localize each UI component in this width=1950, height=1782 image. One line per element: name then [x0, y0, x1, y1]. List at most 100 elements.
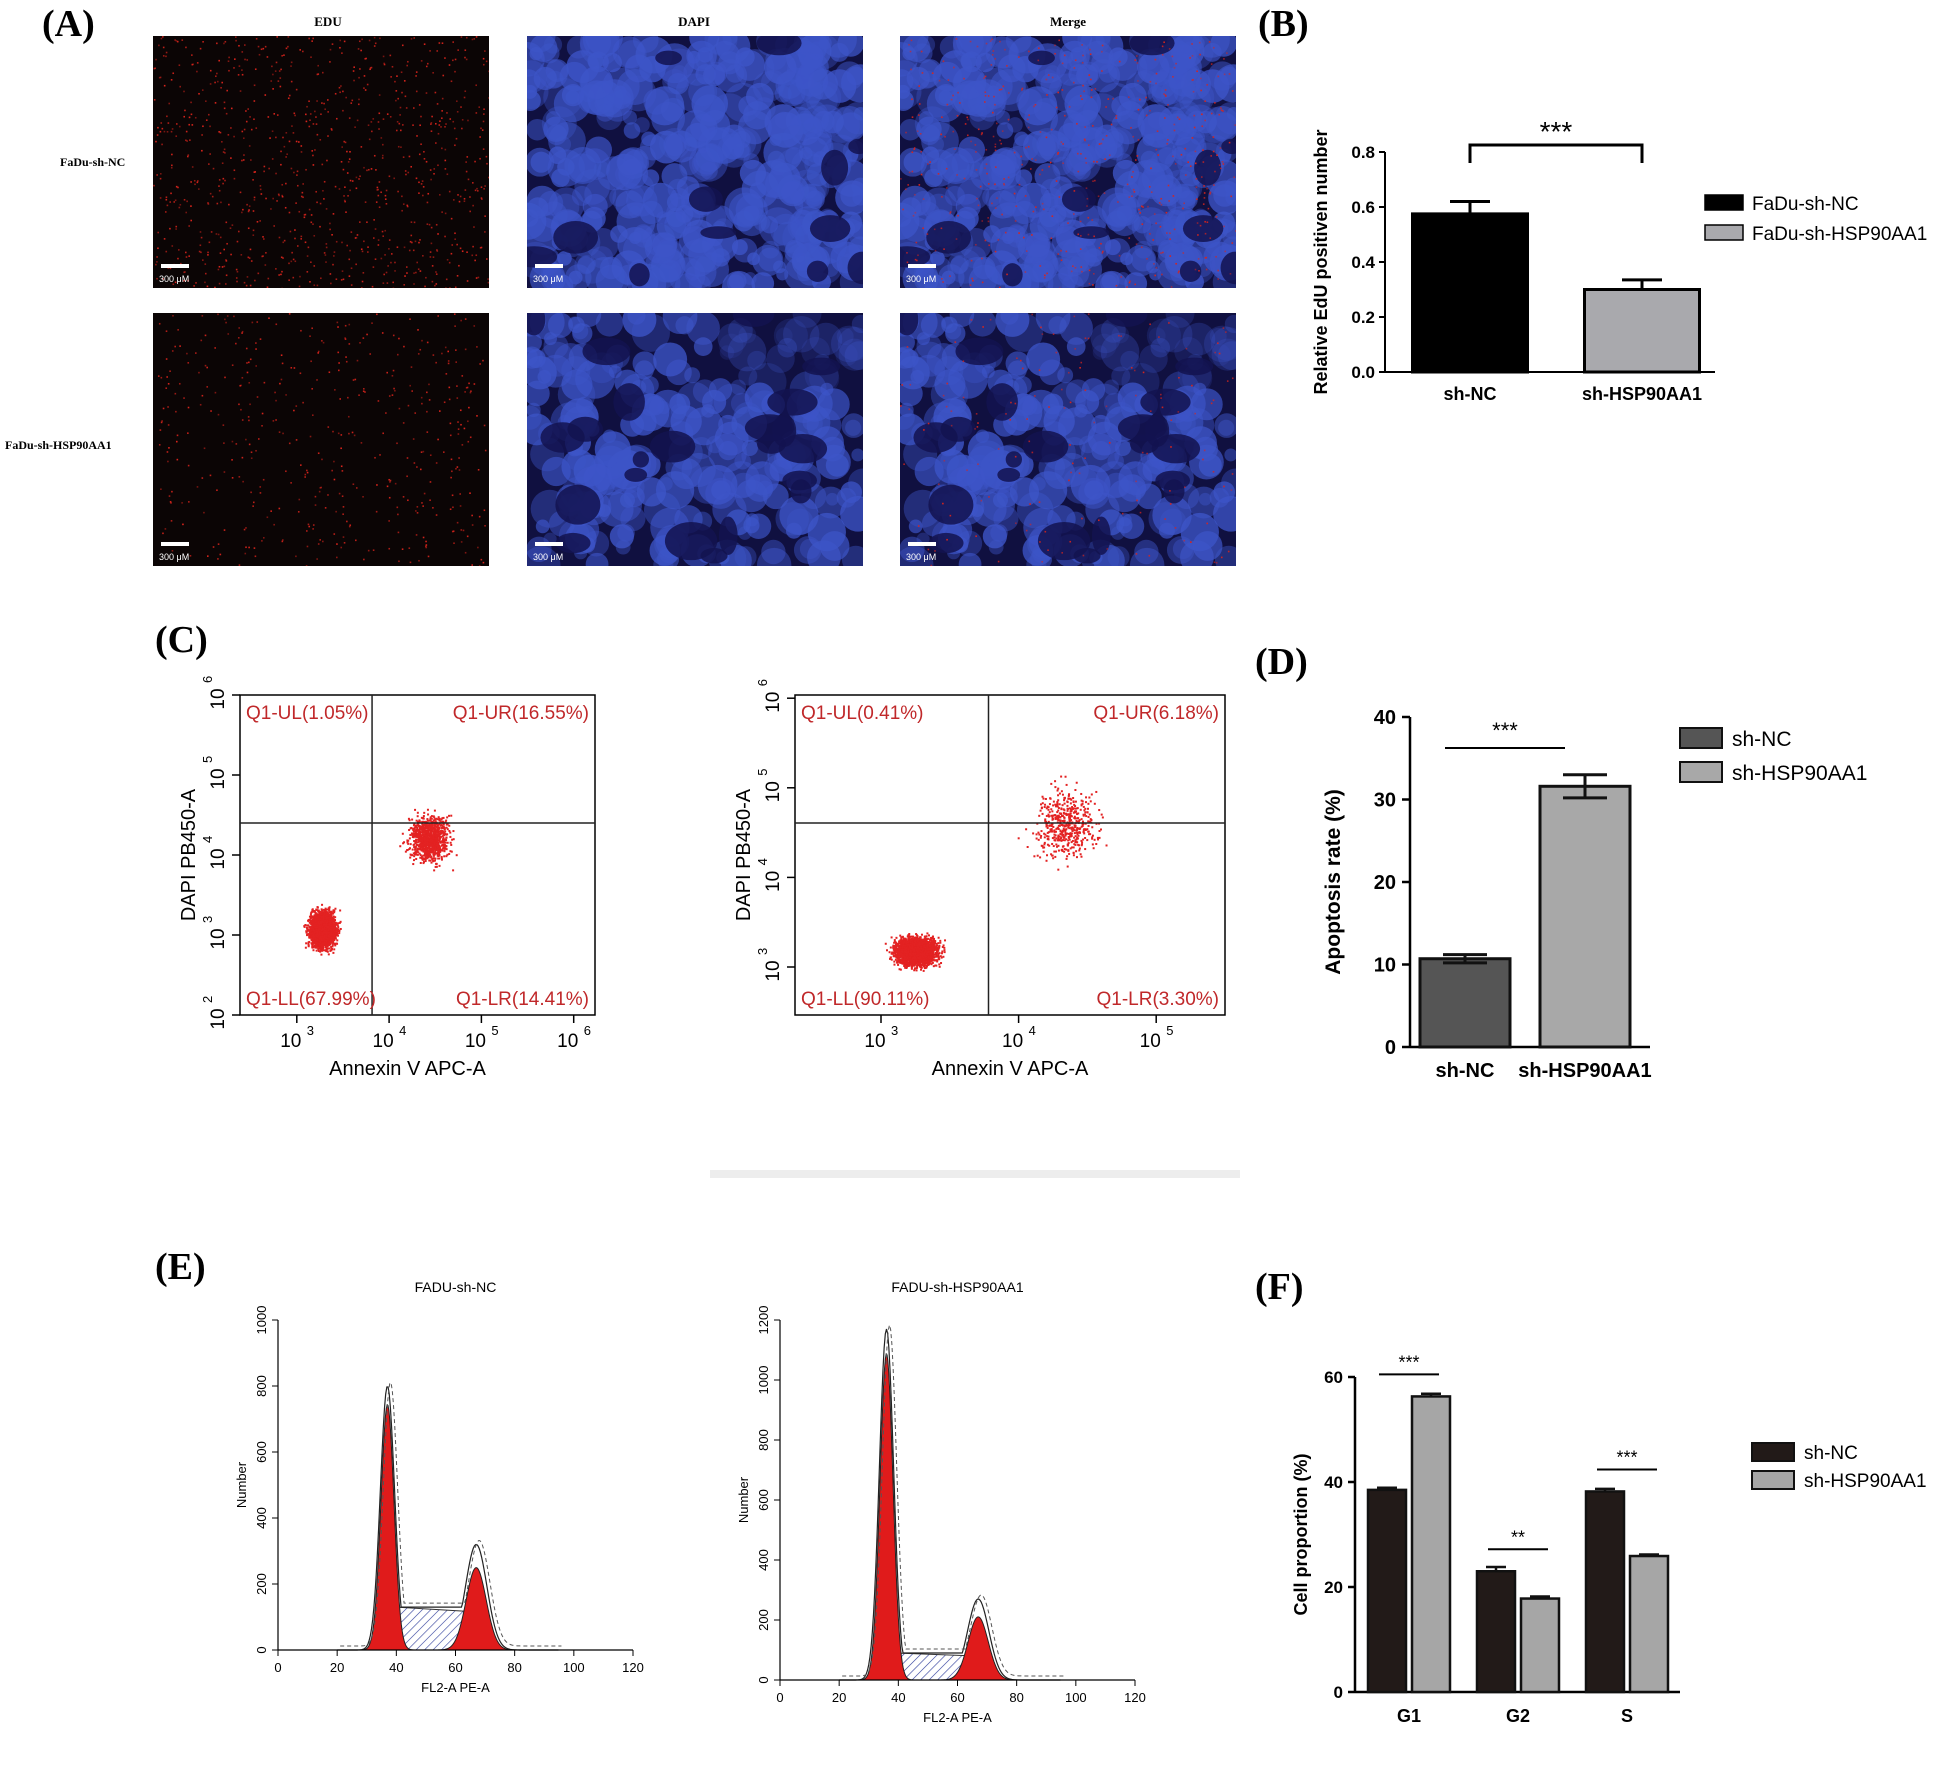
c-event	[305, 942, 308, 945]
nucleus-cluster	[1061, 77, 1091, 107]
edu-dot	[414, 412, 417, 414]
edu-dot	[181, 502, 183, 504]
edu-dot	[1093, 160, 1095, 163]
edu-dot	[389, 54, 392, 57]
nucleus-cluster	[1217, 341, 1236, 371]
edu-dot	[183, 397, 185, 399]
edu-dot	[315, 116, 317, 118]
edu-dot	[200, 236, 203, 239]
edu-dot	[157, 247, 159, 250]
edu-dot	[1225, 331, 1227, 333]
edu-dot	[397, 513, 399, 516]
edu-dot	[1197, 258, 1200, 260]
edu-dot	[268, 317, 270, 319]
edu-dot	[1203, 192, 1206, 194]
edu-dot	[1155, 148, 1158, 151]
edu-dot	[1104, 158, 1106, 160]
edu-dot	[1070, 471, 1072, 474]
edu-dot	[1000, 142, 1003, 145]
edu-dot	[247, 108, 249, 110]
edu-dot	[944, 135, 946, 138]
edu-dot	[444, 168, 447, 170]
scale-bar	[535, 542, 563, 546]
nucleus-cluster	[632, 351, 657, 376]
edu-dot	[204, 364, 207, 367]
edu-dot	[389, 481, 391, 483]
gap-region	[809, 215, 851, 243]
edu-dot	[1029, 503, 1031, 505]
nucleus-cluster	[775, 327, 793, 345]
gap-region	[1151, 434, 1201, 464]
edu-dot	[428, 383, 430, 386]
edu-dot	[426, 391, 428, 394]
edu-dot	[385, 189, 388, 192]
edu-dot	[285, 470, 287, 473]
edu-dot	[327, 111, 329, 113]
edu-dot	[410, 366, 413, 368]
edu-dot	[166, 204, 169, 207]
edu-dot	[415, 177, 418, 180]
edu-dot	[378, 128, 380, 130]
nucleus-cluster	[1155, 316, 1193, 353]
nucleus-cluster	[926, 85, 964, 123]
edu-dot	[234, 36, 237, 38]
edu-dot	[169, 370, 171, 373]
edu-dot	[207, 254, 209, 256]
edu-dot	[419, 239, 421, 241]
edu-dot	[188, 123, 191, 126]
edu-dot	[202, 40, 204, 43]
nucleus-cluster	[1224, 448, 1236, 462]
edu-dot	[385, 202, 388, 205]
edu-dot	[375, 201, 378, 203]
edu-dot	[316, 558, 318, 560]
edu-dot	[361, 280, 364, 283]
edu-dot	[1204, 100, 1206, 102]
edu-dot	[1069, 444, 1071, 446]
edu-dot	[1093, 272, 1095, 275]
edu-dot	[460, 319, 462, 322]
edu-dot	[977, 204, 980, 207]
edu-dot	[1216, 154, 1218, 156]
edu-dot	[397, 97, 399, 100]
nucleus-cluster	[975, 67, 1013, 105]
edu-dot	[302, 50, 304, 53]
edu-dot	[1203, 449, 1206, 452]
nucleus-cluster	[735, 49, 775, 89]
edu-dot	[1074, 348, 1076, 350]
edu-dot	[1027, 145, 1030, 148]
edu-dot	[317, 350, 320, 353]
edu-dot	[484, 50, 486, 52]
nucleus-cluster	[596, 103, 615, 122]
edu-dot	[1160, 393, 1162, 396]
edu-dot	[984, 239, 987, 242]
nucleus-cluster	[527, 202, 547, 240]
nucleus-cluster	[1177, 153, 1198, 174]
edu-dot	[1164, 94, 1167, 96]
edu-dot	[194, 116, 197, 119]
edu-dot	[473, 383, 476, 385]
edu-dot	[1101, 44, 1104, 47]
edu-dot	[160, 122, 163, 124]
edu-dot	[1047, 549, 1049, 551]
nucleus-cluster	[609, 524, 634, 549]
edu-dot	[420, 143, 422, 146]
edu-dot	[391, 394, 394, 396]
edu-dot	[251, 321, 254, 324]
edu-dot	[1172, 155, 1174, 158]
edu-dot	[235, 268, 238, 271]
edu-dot	[277, 193, 280, 196]
edu-dot	[263, 381, 266, 384]
edu-dot	[1214, 170, 1216, 173]
edu-dot	[1128, 237, 1131, 239]
edu-dot	[1231, 90, 1234, 92]
edu-dot	[400, 146, 402, 149]
edu-dot	[243, 128, 246, 131]
nucleus-cluster	[940, 451, 960, 471]
edu-dot	[1102, 250, 1104, 253]
edu-dot	[312, 37, 314, 40]
edu-dot	[276, 200, 278, 202]
edu-dot	[203, 511, 205, 514]
nucleus-cluster	[971, 491, 1007, 527]
edu-dot	[448, 398, 451, 401]
edu-dot	[975, 413, 978, 415]
